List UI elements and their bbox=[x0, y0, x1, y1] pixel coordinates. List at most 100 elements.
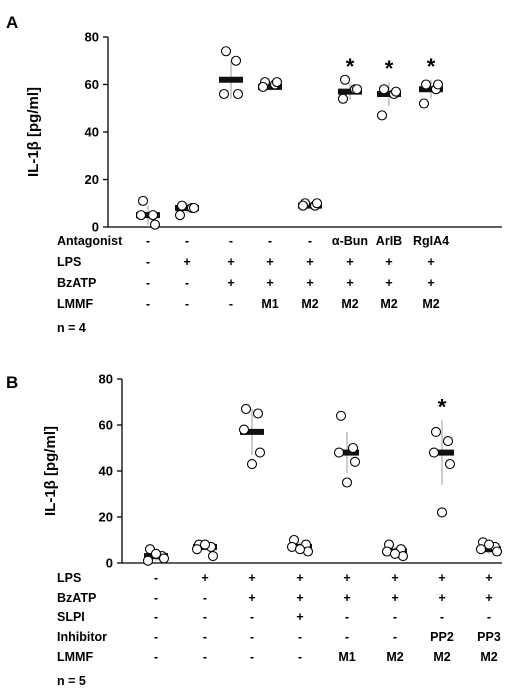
data-point bbox=[150, 548, 162, 559]
condition-value: + bbox=[266, 276, 273, 290]
data-point bbox=[137, 195, 149, 206]
condition-value: - bbox=[345, 630, 349, 644]
data-point bbox=[246, 459, 258, 470]
condition-value: M2 bbox=[380, 297, 397, 311]
condition-value: + bbox=[391, 571, 398, 585]
group-4 bbox=[286, 534, 314, 557]
group-3 bbox=[218, 46, 244, 100]
condition-value: - bbox=[268, 234, 272, 248]
condition-value: - bbox=[308, 234, 312, 248]
condition-row-antagonist: Antagonist - - - - - α-Bun ArIB RgIA4 bbox=[57, 234, 449, 248]
data-point bbox=[199, 539, 211, 550]
data-point bbox=[149, 219, 161, 230]
condition-label: LPS bbox=[57, 255, 81, 269]
data-point bbox=[349, 456, 361, 467]
condition-label: BzATP bbox=[57, 591, 96, 605]
group-6 bbox=[381, 539, 409, 562]
data-point bbox=[475, 544, 487, 555]
condition-value: - bbox=[146, 297, 150, 311]
data-point bbox=[337, 93, 349, 104]
panel-a: A 0 20 40 60 80 IL-1β [pg/ml] * * * Antagonist - - - -… bbox=[6, 13, 502, 335]
condition-value: + bbox=[438, 571, 445, 585]
condition-value: + bbox=[248, 571, 255, 585]
group-3 bbox=[238, 403, 266, 470]
y-tick-label: 20 bbox=[99, 510, 113, 525]
condition-value: α-Bun bbox=[332, 234, 368, 248]
group-5 bbox=[333, 410, 361, 488]
y-tick-label: 80 bbox=[99, 372, 113, 387]
data-point bbox=[188, 202, 200, 214]
condition-value: - bbox=[203, 610, 207, 624]
y-tick-label: 80 bbox=[85, 30, 99, 45]
significance-marker: * bbox=[427, 54, 436, 79]
mean-bar bbox=[219, 76, 243, 83]
mean-bar bbox=[338, 88, 362, 95]
data-point bbox=[207, 551, 219, 562]
condition-value: M2 bbox=[433, 650, 450, 664]
data-point bbox=[174, 210, 186, 221]
condition-value: - bbox=[185, 276, 189, 290]
y-tick-label: 60 bbox=[99, 418, 113, 433]
data-point bbox=[335, 410, 347, 421]
condition-value: - bbox=[203, 591, 207, 605]
condition-value: M2 bbox=[422, 297, 439, 311]
data-point bbox=[339, 74, 351, 85]
condition-value: - bbox=[154, 610, 158, 624]
group-8 bbox=[475, 537, 503, 557]
condition-value: + bbox=[248, 591, 255, 605]
data-point bbox=[220, 46, 232, 57]
data-point bbox=[240, 403, 252, 414]
y-tick-label: 60 bbox=[85, 77, 99, 92]
condition-value: - bbox=[250, 630, 254, 644]
condition-value: - bbox=[250, 650, 254, 664]
panel-label: A bbox=[6, 13, 18, 32]
data-point bbox=[311, 198, 323, 209]
data-point bbox=[376, 110, 388, 121]
data-point bbox=[147, 210, 159, 221]
y-axis-label: IL-1β [pg/ml] bbox=[42, 426, 59, 516]
group-5 bbox=[297, 198, 323, 211]
data-point bbox=[142, 555, 154, 566]
condition-value: + bbox=[296, 571, 303, 585]
group-6: * bbox=[337, 54, 363, 104]
condition-value: - bbox=[146, 234, 150, 248]
data-point bbox=[347, 442, 359, 454]
condition-row-bzatp: BzATP - - + + + + + + bbox=[57, 276, 435, 290]
group-4 bbox=[257, 77, 283, 92]
data-point bbox=[436, 507, 448, 518]
condition-label: LPS bbox=[57, 571, 81, 585]
mean-bar bbox=[258, 83, 282, 90]
y-tick-label: 20 bbox=[85, 172, 99, 187]
data-point bbox=[232, 88, 244, 100]
data-point bbox=[428, 447, 440, 458]
condition-value: M2 bbox=[341, 297, 358, 311]
data-point bbox=[432, 79, 444, 90]
significance-marker: * bbox=[385, 56, 394, 81]
condition-value: - bbox=[440, 610, 444, 624]
y-tick-label: 40 bbox=[99, 464, 113, 479]
condition-value: + bbox=[306, 255, 313, 269]
condition-label: Antagonist bbox=[57, 234, 123, 248]
data-point bbox=[430, 426, 442, 437]
group-2 bbox=[174, 200, 200, 221]
condition-label: SLPI bbox=[57, 610, 85, 624]
condition-value: + bbox=[343, 591, 350, 605]
condition-row-bzatp: BzATP - - + + + + + + bbox=[57, 591, 493, 605]
data-point bbox=[389, 548, 401, 559]
mean-bar bbox=[240, 428, 264, 435]
condition-value: + bbox=[427, 276, 434, 290]
condition-value: PP3 bbox=[477, 630, 501, 644]
condition-value: - bbox=[154, 650, 158, 664]
condition-value: + bbox=[485, 571, 492, 585]
condition-value: M2 bbox=[480, 650, 497, 664]
condition-row-inhibitor: Inhibitor - - - - - - PP2 PP3 bbox=[57, 630, 501, 644]
panel-label: B bbox=[6, 373, 18, 392]
condition-value: + bbox=[391, 591, 398, 605]
data-point bbox=[297, 200, 309, 211]
data-point bbox=[252, 408, 264, 419]
condition-value: + bbox=[346, 255, 353, 269]
data-point bbox=[135, 210, 147, 221]
condition-value: + bbox=[227, 276, 234, 290]
group-7: * bbox=[428, 394, 456, 518]
